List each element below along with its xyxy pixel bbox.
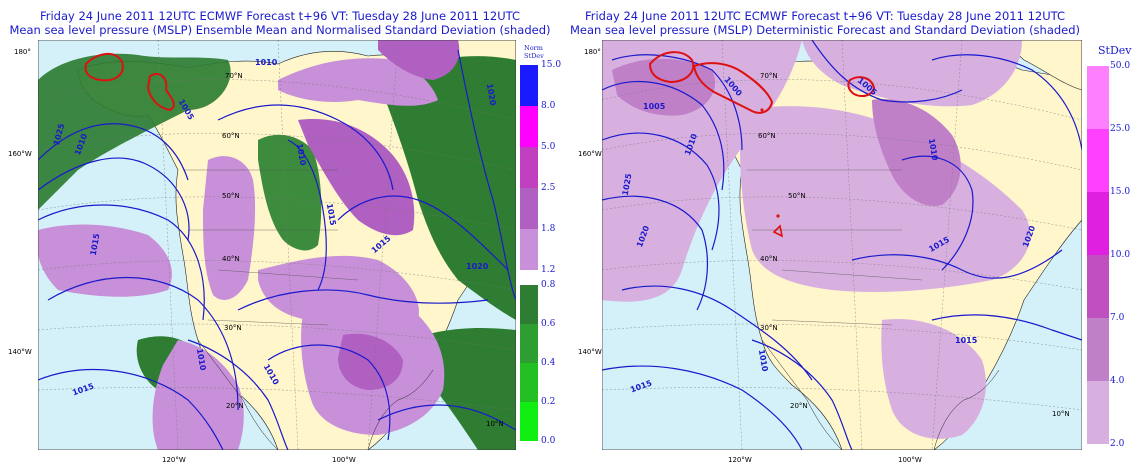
left-isobar-label: 1010 xyxy=(255,58,278,67)
left-grid-label: 70°N xyxy=(225,72,243,80)
right-grid-label: 60°N xyxy=(758,132,776,140)
colorbar-swatch xyxy=(1087,192,1109,255)
right-lon-label: 180° xyxy=(584,48,601,56)
right-grid-label: 50°N xyxy=(788,192,806,200)
left-lon-label: 140°W xyxy=(8,348,32,356)
right-lon-label: 140°W xyxy=(578,348,602,356)
colorbar-tick-label: 7.0 xyxy=(1110,313,1125,323)
colorbar-tick-label: 50.0 xyxy=(1110,61,1131,71)
right-grid-label: 10°N xyxy=(1052,410,1070,418)
right-title-line2: Mean sea level pressure (MSLP) Determini… xyxy=(569,23,1081,37)
left-grid-label: 30°N xyxy=(224,324,242,332)
colorbar-tick-label: 15.0 xyxy=(1110,187,1131,197)
colorbar-tick-label: 8.0 xyxy=(541,101,556,111)
colorbar-swatch xyxy=(1087,318,1109,381)
colorbar-swatch xyxy=(520,65,538,106)
colorbar-tick-label: 1.2 xyxy=(541,265,556,275)
colorbar-swatch xyxy=(520,229,538,270)
colorbar-swatch xyxy=(1087,66,1109,129)
left-grid-label: 40°N xyxy=(222,255,240,263)
colorbar-tick-label: 0.8 xyxy=(541,280,556,290)
colorbar-tick-label: 4.0 xyxy=(1110,376,1125,386)
colorbar-tick-label: 5.0 xyxy=(541,142,556,152)
left-purple-west xyxy=(38,224,172,297)
left-grid-label: 60°N xyxy=(222,132,240,140)
left-title-line2: Mean sea level pressure (MSLP) Ensemble … xyxy=(9,23,551,37)
left-purple-central xyxy=(203,156,256,300)
colorbar-tick-label: 2.0 xyxy=(1110,439,1125,449)
left-grid-label: 50°N xyxy=(222,192,240,200)
right-shade-nw xyxy=(612,58,716,116)
colorbar-tick-label: 0.2 xyxy=(541,397,556,407)
right-colorbar-title: StDev xyxy=(1098,44,1132,57)
left-colorbar-title: Norm StDev xyxy=(524,44,544,60)
colorbar-swatch xyxy=(520,363,538,402)
left-purple-ne xyxy=(298,119,415,236)
colorbar-swatch xyxy=(1087,255,1109,318)
right-shade-north xyxy=(802,40,1022,107)
left-lon-label: 160°W xyxy=(8,150,32,158)
right-isobar-label: 1015 xyxy=(955,336,978,345)
left-low-contour-1 xyxy=(84,53,124,82)
left-panel: Friday 24 June 2011 12UTC ECMWF Forecast… xyxy=(0,0,562,470)
right-isobar-label: 1005 xyxy=(643,102,666,111)
colorbar-tick-label: 10.0 xyxy=(1110,250,1131,260)
left-green-nw xyxy=(38,53,231,210)
left-map xyxy=(38,40,516,450)
colorbar-tick-label: 0.0 xyxy=(541,436,556,446)
left-isobar-label: 1020 xyxy=(466,262,489,271)
colorbar-swatch xyxy=(1087,381,1109,444)
right-isobars xyxy=(602,40,1082,450)
left-grid-label: 20°N xyxy=(226,402,244,410)
left-title-line1: Friday 24 June 2011 12UTC ECMWF Forecast… xyxy=(39,9,521,23)
colorbar-tick-label: 0.4 xyxy=(541,358,556,368)
left-isobars xyxy=(38,49,516,450)
colorbar-swatch xyxy=(520,285,538,324)
left-lon-label: 100°W xyxy=(332,456,356,464)
colorbar-tick-label: 25.0 xyxy=(1110,124,1131,134)
left-lon-label: 180° xyxy=(14,48,31,56)
right-map xyxy=(602,40,1082,450)
right-grid-label: 30°N xyxy=(760,324,778,332)
colorbar-tick-label: 2.5 xyxy=(541,183,556,193)
right-panel: Friday 24 June 2011 12UTC ECMWF Forecast… xyxy=(560,0,1139,470)
left-low-contour-2 xyxy=(146,72,175,112)
left-green-east xyxy=(378,56,516,320)
right-lon-label: 160°W xyxy=(578,150,602,158)
colorbar-tick-label: 15.0 xyxy=(541,60,562,70)
right-lon-label: 120°W xyxy=(728,456,752,464)
right-low-contour-1 xyxy=(648,51,695,84)
right-grid-label: 20°N xyxy=(790,402,808,410)
right-low-contour-4 xyxy=(772,224,784,238)
left-green-center xyxy=(258,134,322,251)
left-grid-label: 10°N xyxy=(486,420,504,428)
right-shade-ne xyxy=(872,99,961,206)
right-title-line1: Friday 24 June 2011 12UTC ECMWF Forecast… xyxy=(584,9,1066,23)
colorbar-swatch xyxy=(520,106,538,147)
colorbar-swatch xyxy=(1087,129,1109,192)
colorbar-tick-label: 1.8 xyxy=(541,224,556,234)
colorbar-swatch xyxy=(520,402,538,441)
colorbar-swatch xyxy=(520,324,538,363)
right-low-contour-2 xyxy=(692,62,774,114)
colorbar-tick-label: 0.6 xyxy=(541,319,556,329)
right-grid-label: 40°N xyxy=(760,255,778,263)
left-purple-top xyxy=(378,40,460,80)
right-grid-label: 70°N xyxy=(760,72,778,80)
left-purple-mexico xyxy=(152,340,244,450)
left-lon-label: 120°W xyxy=(162,456,186,464)
colorbar-swatch xyxy=(520,188,538,229)
right-shade-gulf xyxy=(881,319,986,439)
colorbar-swatch xyxy=(520,147,538,188)
left-purple-north xyxy=(278,58,438,106)
right-low-contour-3 xyxy=(847,76,876,97)
right-lon-label: 100°W xyxy=(898,456,922,464)
right-shade-central xyxy=(740,106,1031,292)
